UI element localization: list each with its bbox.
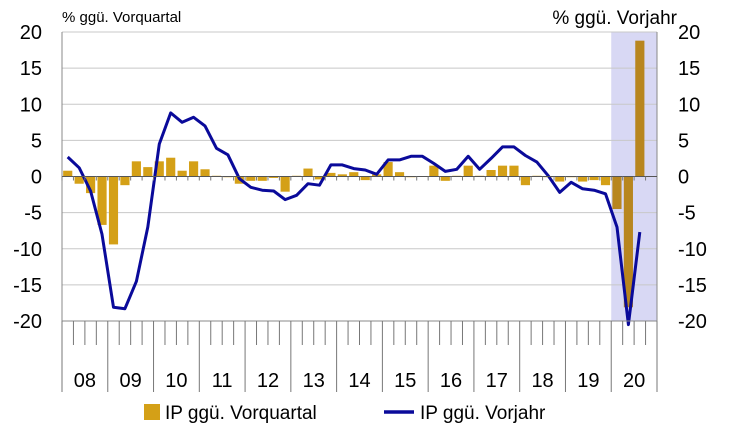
bar — [326, 172, 336, 177]
left-tick-label: 10 — [20, 94, 42, 116]
left-tick-label: -15 — [13, 275, 42, 297]
x-tick-label: 12 — [257, 370, 279, 392]
legend-label-bar: IP ggü. Vorquartal — [165, 403, 317, 424]
right-tick-label: 15 — [678, 58, 700, 80]
bar — [246, 176, 256, 181]
legend-swatch-bar — [144, 404, 160, 420]
bar — [635, 40, 645, 177]
x-tick-label: 10 — [165, 370, 187, 392]
bar — [269, 176, 279, 178]
bar — [440, 176, 450, 181]
bar — [314, 176, 325, 180]
x-tick-label: 09 — [120, 370, 142, 392]
bar — [383, 162, 393, 177]
bar — [337, 174, 347, 177]
x-tick-label: 18 — [531, 370, 553, 392]
bar — [74, 176, 84, 184]
right-tick-label: 0 — [678, 167, 689, 189]
right-tick-label: 5 — [678, 130, 689, 152]
left-tick-label: -20 — [13, 311, 42, 333]
bar — [349, 172, 359, 177]
bar — [154, 161, 164, 177]
x-tick-label: 15 — [394, 370, 416, 392]
bar — [509, 165, 519, 177]
right-tick-label: 20 — [678, 22, 700, 44]
left-tick-label: 15 — [20, 58, 42, 80]
right-axis-title: % ggü. Vorjahr — [552, 8, 677, 29]
right-tick-label: 10 — [678, 94, 700, 116]
bar — [280, 176, 290, 192]
bar-series — [63, 40, 645, 308]
bar — [177, 170, 187, 177]
line-series — [66, 111, 642, 327]
line-path — [66, 111, 642, 327]
bar — [429, 165, 439, 177]
left-tick-label: -5 — [24, 203, 42, 225]
bar — [189, 161, 199, 177]
bar — [486, 169, 496, 177]
x-tick-label: 08 — [74, 370, 96, 392]
bar — [612, 176, 622, 210]
bar — [97, 176, 107, 225]
left-axis-title: % ggü. Vorquartal — [62, 9, 181, 26]
bar — [166, 157, 176, 177]
bar — [623, 176, 633, 308]
legend: IP ggü. Vorquartal IP ggü. Vorjahr — [144, 403, 546, 424]
x-tick-label: 16 — [440, 370, 462, 392]
x-tick-label: 19 — [577, 370, 599, 392]
bar — [131, 161, 141, 177]
bar — [360, 176, 370, 181]
bar — [200, 169, 210, 177]
left-tick-label: 0 — [31, 167, 42, 189]
left-tick-label: 5 — [31, 130, 42, 152]
bar — [600, 176, 611, 186]
bar — [555, 176, 565, 182]
legend-label-line: IP ggü. Vorjahr — [420, 403, 546, 424]
bar — [589, 176, 599, 181]
bar — [257, 176, 267, 181]
bar — [63, 170, 73, 177]
bar — [497, 165, 508, 177]
bar — [394, 172, 405, 177]
right-tick-label: -10 — [678, 239, 707, 261]
right-tick-label: -15 — [678, 275, 707, 297]
x-tick-label: 13 — [303, 370, 325, 392]
bar — [86, 176, 96, 194]
left-tick-label: -10 — [13, 239, 42, 261]
bar — [520, 176, 530, 186]
right-tick-label: -5 — [678, 203, 696, 225]
x-tick-label: 11 — [212, 370, 233, 392]
bar — [578, 176, 588, 182]
bar — [303, 168, 313, 177]
left-tick-label: 20 — [20, 22, 42, 44]
x-tick-label: 17 — [486, 370, 508, 392]
x-tick-label: 20 — [623, 370, 645, 392]
bar — [143, 167, 153, 177]
x-tick-label: 14 — [348, 370, 370, 392]
right-tick-label: -20 — [678, 311, 707, 333]
axes: -20 -20 -15 -15 -10 -10 -5 -5 0 0 5 5 10 10 15 15 20 20 08… — [13, 22, 707, 392]
bar — [463, 165, 473, 177]
bar — [120, 176, 130, 186]
bar — [108, 176, 119, 245]
